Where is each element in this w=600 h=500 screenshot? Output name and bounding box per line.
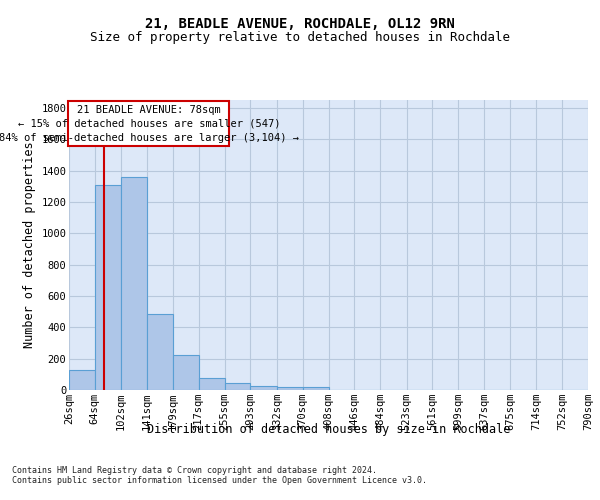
- Bar: [250, 386, 277, 390]
- Text: Distribution of detached houses by size in Rochdale: Distribution of detached houses by size …: [147, 422, 511, 436]
- Bar: [173, 354, 199, 390]
- Text: Size of property relative to detached houses in Rochdale: Size of property relative to detached ho…: [90, 31, 510, 44]
- Bar: [199, 378, 224, 390]
- Bar: [121, 177, 147, 390]
- FancyBboxPatch shape: [68, 101, 229, 146]
- Bar: [69, 370, 95, 390]
- Y-axis label: Number of detached properties: Number of detached properties: [23, 142, 35, 348]
- Bar: [302, 387, 329, 390]
- Text: Contains HM Land Registry data © Crown copyright and database right 2024.
Contai: Contains HM Land Registry data © Crown c…: [12, 466, 427, 485]
- Text: 21 BEADLE AVENUE: 78sqm
← 15% of detached houses are smaller (547)
84% of semi-d: 21 BEADLE AVENUE: 78sqm ← 15% of detache…: [0, 104, 299, 142]
- Bar: [277, 387, 302, 390]
- Bar: [224, 383, 250, 390]
- Text: 21, BEADLE AVENUE, ROCHDALE, OL12 9RN: 21, BEADLE AVENUE, ROCHDALE, OL12 9RN: [145, 18, 455, 32]
- Bar: [147, 314, 173, 390]
- Bar: [95, 184, 121, 390]
